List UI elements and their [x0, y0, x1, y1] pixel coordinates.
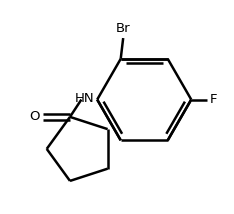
Text: F: F [210, 93, 217, 106]
Text: HN: HN [75, 92, 95, 105]
Text: Br: Br [116, 22, 131, 35]
Text: O: O [29, 110, 40, 123]
